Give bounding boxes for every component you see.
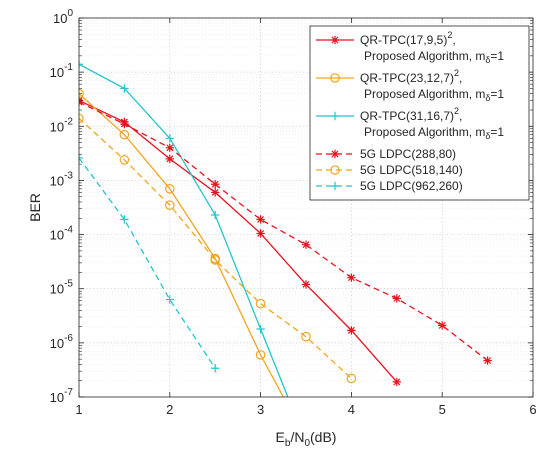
y-tick-label: 10-1 — [50, 62, 74, 80]
series-line — [79, 101, 488, 362]
x-tick-label: 5 — [439, 402, 446, 417]
data-point — [255, 350, 266, 360]
data-point — [301, 280, 311, 289]
data-point — [346, 373, 357, 384]
x-tick-label: 2 — [166, 402, 173, 417]
series-6 — [79, 153, 220, 373]
legend-entry-2: QR-TPC(23,12,7)2, Proposed Algorithm, mδ=… — [316, 68, 504, 103]
series-line — [79, 117, 352, 379]
y-tick-label: 100 — [53, 8, 73, 26]
legend-label: QR-TPC(17,9,5)2, — [360, 30, 456, 47]
data-point — [256, 324, 265, 334]
legend-entry-3: QR-TPC(31,16,7)2, Proposed Algorithm, mδ=… — [316, 106, 504, 141]
data-point — [392, 377, 401, 387]
legend-entry-5: 5G LDPC(518,140) — [316, 163, 463, 177]
data-point — [119, 129, 130, 140]
series-line — [79, 93, 284, 397]
y-axis-label: BER — [27, 193, 43, 222]
series-line — [79, 63, 289, 397]
data-point — [79, 60, 84, 69]
x-axis-label: Eb/N0(dB) — [276, 429, 337, 449]
data-point — [79, 153, 84, 163]
data-point — [211, 210, 220, 220]
legend-entry-6: 5G LDPC(962,260) — [316, 179, 463, 193]
legend-marker — [330, 149, 340, 159]
y-tick-label: 10-7 — [50, 387, 74, 405]
series-5 — [79, 113, 357, 384]
data-point — [211, 180, 220, 189]
data-point — [165, 154, 174, 164]
legend: QR-TPC(17,9,5)2, Proposed Algorithm, mδ=1… — [309, 25, 530, 201]
legend-label: 5G LDPC(962,260) — [360, 179, 463, 193]
data-point — [438, 321, 447, 330]
data-point — [301, 240, 311, 249]
data-point — [301, 331, 311, 342]
data-point — [165, 184, 175, 194]
axes-box — [78, 17, 534, 398]
legend-label: QR-TPC(31,16,7)2, — [360, 106, 462, 123]
data-point — [165, 134, 174, 143]
data-point — [347, 273, 356, 282]
legend-label: Proposed Algorithm, mδ=1 — [364, 87, 504, 103]
series-line — [79, 99, 398, 383]
legend-label: Proposed Algorithm, mδ=1 — [364, 125, 504, 141]
data-point — [211, 364, 220, 373]
series-3 — [79, 60, 289, 397]
data-point — [347, 326, 356, 335]
data-point — [120, 119, 129, 129]
x-tick-label: 3 — [257, 402, 264, 417]
legend-label: 5G LDPC(288,80) — [360, 147, 456, 161]
legend-entry-1: QR-TPC(17,9,5)2, Proposed Algorithm, mδ=1 — [316, 30, 504, 65]
y-tick-label: 10-2 — [50, 116, 74, 134]
legend-marker — [330, 181, 340, 191]
legend-entry-4: 5G LDPC(288,80) — [316, 147, 456, 161]
legend-marker — [330, 35, 340, 45]
legend-marker — [330, 111, 340, 121]
data-point — [256, 215, 265, 224]
legend-box — [309, 25, 530, 201]
legend-marker — [330, 73, 340, 83]
legend-label: QR-TPC(23,12,7)2, — [360, 68, 462, 85]
legend-label: Proposed Algorithm, mδ=1 — [364, 49, 504, 65]
x-tick-label: 6 — [529, 402, 536, 417]
legend-label: 5G LDPC(518,140) — [360, 163, 463, 177]
x-tick-label: 4 — [348, 402, 355, 417]
plot-area — [79, 60, 492, 397]
data-point — [392, 294, 401, 303]
data-point — [210, 255, 220, 265]
data-point — [256, 229, 265, 238]
legend-marker — [330, 165, 340, 175]
data-point — [120, 215, 129, 224]
data-point — [165, 295, 174, 304]
y-tick-label: 10-3 — [50, 170, 74, 188]
data-point — [120, 84, 129, 93]
data-point — [119, 155, 130, 165]
data-point — [165, 143, 174, 153]
series-4 — [79, 97, 492, 365]
y-tick-label: 10-5 — [50, 279, 74, 297]
data-point — [483, 356, 492, 365]
data-point — [211, 188, 220, 197]
series-line — [79, 157, 216, 369]
axes: 100 10-1 10-2 10-3 10-4 10-5 10-6 10-71 2 3 4 5 6 Eb/… — [27, 8, 537, 449]
x-tick-label: 1 — [75, 402, 82, 417]
data-point — [255, 298, 266, 309]
data-point — [165, 200, 175, 210]
y-tick-label: 10-6 — [50, 333, 74, 351]
y-tick-label: 10-4 — [50, 225, 74, 243]
